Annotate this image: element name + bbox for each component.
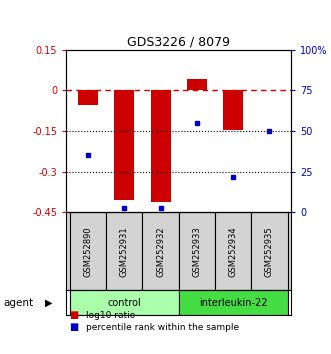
Bar — [70, 212, 106, 290]
Bar — [215, 212, 251, 290]
Text: percentile rank within the sample: percentile rank within the sample — [86, 323, 239, 332]
Text: ■: ■ — [70, 310, 79, 320]
Bar — [179, 212, 215, 290]
Bar — [106, 212, 142, 290]
Text: control: control — [108, 298, 141, 308]
Bar — [223, 90, 243, 130]
Bar — [142, 212, 179, 290]
Bar — [151, 90, 170, 201]
Bar — [179, 290, 288, 315]
Text: agent: agent — [3, 298, 33, 308]
Text: GSM252931: GSM252931 — [120, 226, 129, 277]
Bar — [78, 90, 98, 105]
Bar — [70, 290, 179, 315]
Text: GSM252932: GSM252932 — [156, 226, 165, 277]
Title: GDS3226 / 8079: GDS3226 / 8079 — [127, 35, 230, 48]
Text: interleukin-22: interleukin-22 — [199, 298, 267, 308]
Bar — [114, 90, 134, 200]
Text: GSM252934: GSM252934 — [229, 226, 238, 277]
Text: GSM252933: GSM252933 — [192, 226, 201, 277]
Text: GSM252890: GSM252890 — [83, 226, 92, 277]
Text: ■: ■ — [70, 322, 79, 332]
Text: log10 ratio: log10 ratio — [86, 310, 135, 320]
Bar — [251, 212, 288, 290]
Text: ▶: ▶ — [45, 298, 52, 308]
Text: GSM252935: GSM252935 — [265, 226, 274, 277]
Bar — [187, 79, 207, 90]
